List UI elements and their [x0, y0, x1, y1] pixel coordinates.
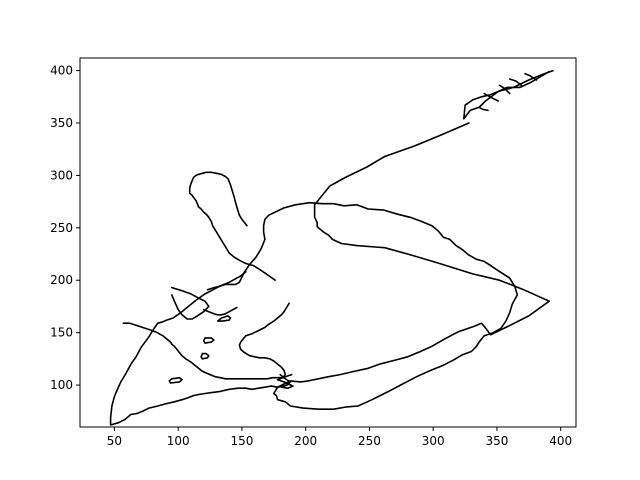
x-tick-label: 50 [107, 434, 122, 448]
x-tick-label: 400 [549, 434, 572, 448]
series-line-19 [200, 352, 210, 360]
y-tick-label: 250 [50, 221, 73, 235]
y-tick-label: 300 [50, 168, 73, 182]
series-line-8 [188, 192, 276, 282]
series-line-6 [109, 322, 159, 426]
series-layer [109, 69, 554, 426]
y-tick-label: 350 [50, 116, 73, 130]
series-line-17 [216, 315, 232, 322]
series-line-15 [206, 271, 247, 291]
series-line-25 [524, 72, 538, 81]
x-tick-label: 100 [167, 434, 190, 448]
series-line-11 [200, 369, 284, 380]
x-tick-label: 350 [485, 434, 508, 448]
series-line-23 [498, 84, 511, 95]
series-line-3 [448, 238, 519, 348]
series-line-10 [122, 322, 202, 372]
series-line-21 [276, 373, 294, 390]
series-line-20 [168, 376, 183, 384]
x-tick-label: 300 [422, 434, 445, 448]
series-line-18 [202, 337, 215, 344]
series-line-13 [245, 302, 290, 337]
series-line-0 [462, 69, 554, 120]
plot-frame [79, 57, 577, 428]
series-line-7 [141, 383, 290, 413]
series-line-16 [202, 306, 238, 316]
series-line-9 [188, 171, 248, 227]
series-line-22 [483, 92, 500, 102]
series-line-4 [262, 201, 451, 241]
series-line-26 [478, 106, 489, 112]
series-line-24 [508, 78, 524, 88]
x-tick-label: 150 [230, 434, 253, 448]
y-tick-label: 100 [50, 378, 73, 392]
y-axis: 100 150 200 250 300 350 400 [50, 64, 80, 392]
series-line-2 [272, 300, 551, 411]
x-axis: 50 100 150 200 250 300 350 400 [107, 427, 572, 448]
series-line-14 [171, 286, 210, 320]
x-tick-label: 200 [294, 434, 317, 448]
y-tick-label: 200 [50, 273, 73, 287]
y-tick-label: 400 [50, 64, 73, 78]
series-line-1 [313, 122, 551, 303]
x-tick-label: 250 [358, 434, 381, 448]
y-tick-label: 150 [50, 326, 73, 340]
series-line-12 [238, 334, 287, 379]
